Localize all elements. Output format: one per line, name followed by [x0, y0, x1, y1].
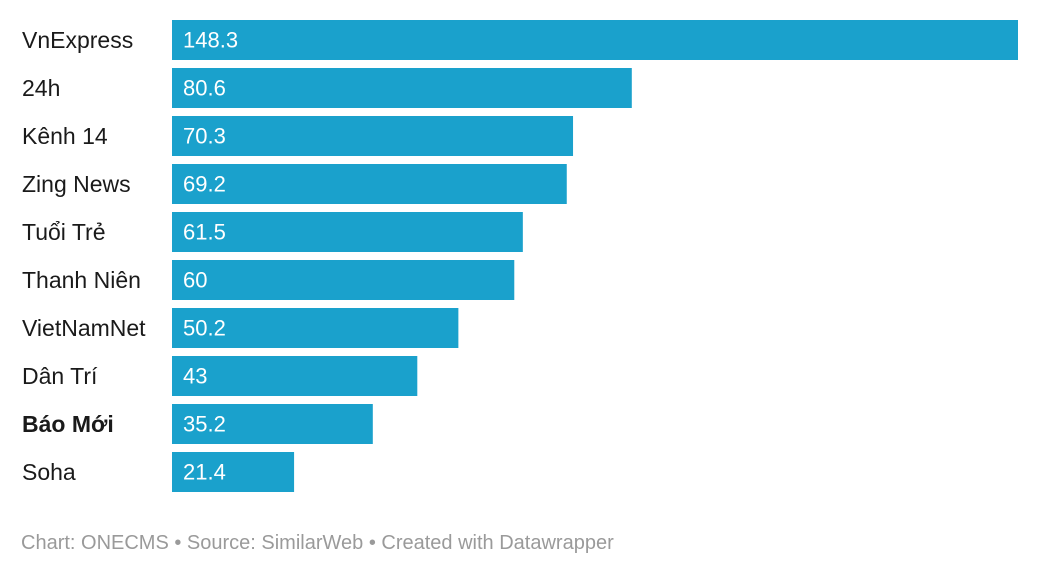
- bar: [172, 68, 632, 108]
- category-label: Soha: [22, 459, 76, 485]
- category-label: 24h: [22, 75, 60, 101]
- bar: [172, 260, 515, 300]
- value-label: 61.5: [183, 220, 226, 245]
- bar: [172, 404, 373, 444]
- value-label: 69.2: [183, 172, 226, 197]
- value-label: 21.4: [183, 460, 226, 485]
- bar: [172, 212, 523, 252]
- value-label: 35.2: [183, 412, 226, 437]
- bar-row: Zing News 69.2: [22, 164, 567, 204]
- category-label: VietNamNet: [22, 315, 146, 341]
- chart-footer: Chart: ONECMS • Source: SimilarWeb • Cre…: [21, 532, 614, 554]
- category-label: Báo Mới: [22, 411, 114, 437]
- bar-row: VietNamNet 50.2: [22, 308, 459, 348]
- category-label: VnExpress: [22, 27, 133, 53]
- bar-chart: VnExpress 148.3 24h 80.6 Kênh 14 70.3 Zing New…: [22, 20, 1018, 492]
- bar-row: Báo Mới 35.2: [22, 404, 373, 444]
- bar: [172, 452, 295, 492]
- bar: [172, 116, 574, 156]
- category-label: Kênh 14: [22, 123, 108, 149]
- value-label: 43: [183, 364, 207, 389]
- bar-row: Soha 21.4: [22, 452, 295, 492]
- value-label: 80.6: [183, 76, 226, 101]
- bar: [172, 356, 418, 396]
- value-label: 50.2: [183, 316, 226, 341]
- bar-row: Thanh Niên 60: [22, 260, 515, 300]
- bar: [172, 164, 567, 204]
- category-label: Tuổi Trẻ: [22, 219, 106, 245]
- value-label: 148.3: [183, 28, 238, 53]
- bar-row: Kênh 14 70.3: [22, 116, 574, 156]
- category-label: Thanh Niên: [22, 267, 141, 293]
- category-label: Zing News: [22, 171, 131, 197]
- bar-row: VnExpress 148.3: [22, 20, 1018, 60]
- bar-row: 24h 80.6: [22, 68, 632, 108]
- bar-row: Dân Trí 43: [22, 356, 418, 396]
- value-label: 60: [183, 268, 207, 293]
- value-label: 70.3: [183, 124, 226, 149]
- bar: [172, 20, 1018, 60]
- category-label: Dân Trí: [22, 363, 98, 389]
- bar: [172, 308, 459, 348]
- bar-row: Tuổi Trẻ 61.5: [22, 212, 523, 252]
